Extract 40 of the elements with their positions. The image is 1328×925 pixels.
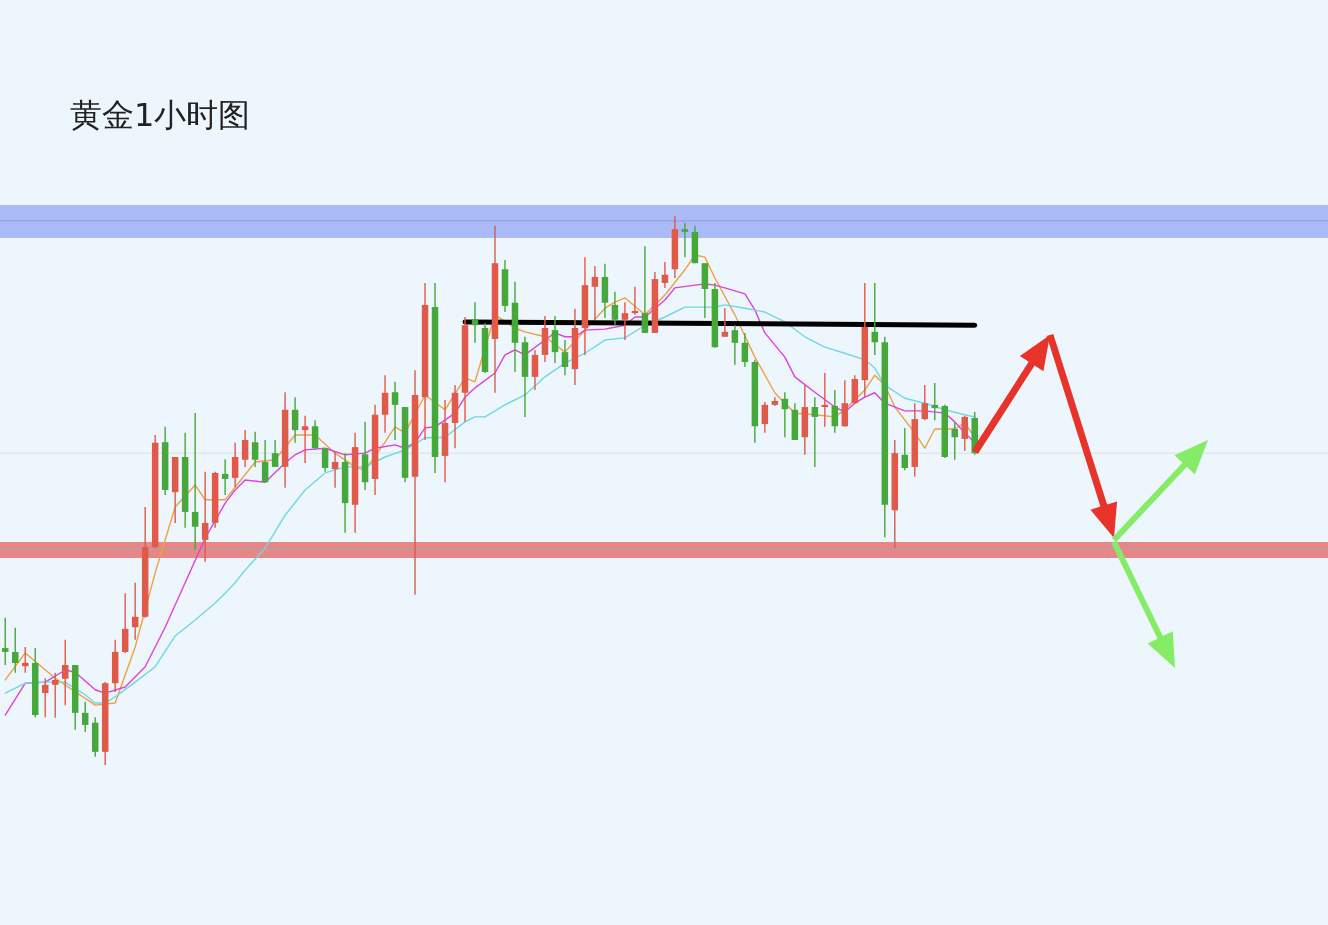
candlestick [611,291,619,326]
candlestick [11,627,19,674]
candlestick [811,396,819,468]
candlestick [621,301,629,341]
candlestick [721,307,729,338]
candlestick [221,458,229,496]
candlestick [121,592,129,654]
candlestick [251,431,259,468]
candlestick [241,429,249,468]
candlestick [641,245,649,334]
candlestick [901,427,909,471]
candlestick [381,374,389,434]
candlestick [551,315,559,364]
candlestick [531,349,539,391]
candlestick [61,639,69,706]
candlestick [681,222,689,258]
candlestick [81,701,89,733]
candlestick [291,396,299,444]
candlestick [921,384,929,421]
candlestick [311,419,319,451]
candlestick [261,439,269,483]
candlestick [51,672,59,719]
candlestick [331,451,339,489]
candlestick [391,381,399,441]
candlestick [191,412,199,551]
candlestick [761,401,769,434]
chart-title: 黄金1小时图 [70,95,251,136]
candlestick [731,324,739,366]
candlestick [321,447,329,473]
candlestick [961,415,969,452]
candlestick [561,339,569,376]
candlestick [301,415,309,464]
candlestick [841,379,849,428]
candlestick [231,442,239,488]
candlestick [591,265,599,321]
candlestick [271,439,279,468]
candlestick [831,389,839,434]
candlestick [201,471,209,563]
candlestick [2,617,9,666]
candlestick [741,332,749,368]
